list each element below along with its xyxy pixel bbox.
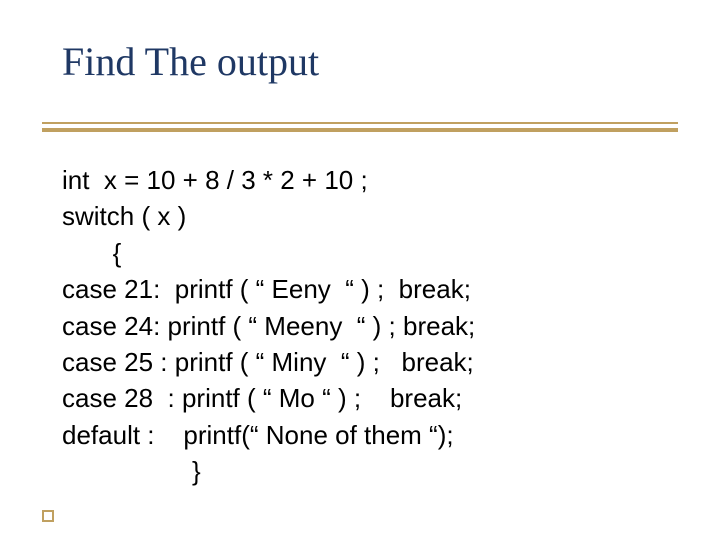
code-line: default : printf(“ None of them “); xyxy=(62,417,475,453)
title-divider-thin xyxy=(42,122,678,124)
code-line: int x = 10 + 8 / 3 * 2 + 10 ; xyxy=(62,162,475,198)
code-line: } xyxy=(62,453,475,489)
code-line: case 21: printf ( “ Eeny “ ) ; break; xyxy=(62,271,475,307)
code-block: int x = 10 + 8 / 3 * 2 + 10 ; switch ( x… xyxy=(62,162,475,490)
code-line: case 28 : printf ( “ Mo “ ) ; break; xyxy=(62,380,475,416)
code-line: switch ( x ) xyxy=(62,198,475,234)
title-divider-thick xyxy=(42,128,678,132)
code-line: { xyxy=(62,235,475,271)
slide-title: Find The output xyxy=(62,38,319,85)
code-line: case 24: printf ( “ Meeny “ ) ; break; xyxy=(62,308,475,344)
code-line: case 25 : printf ( “ Miny “ ) ; break; xyxy=(62,344,475,380)
corner-accent-icon xyxy=(42,510,54,522)
slide: Find The output int x = 10 + 8 / 3 * 2 +… xyxy=(0,0,720,540)
